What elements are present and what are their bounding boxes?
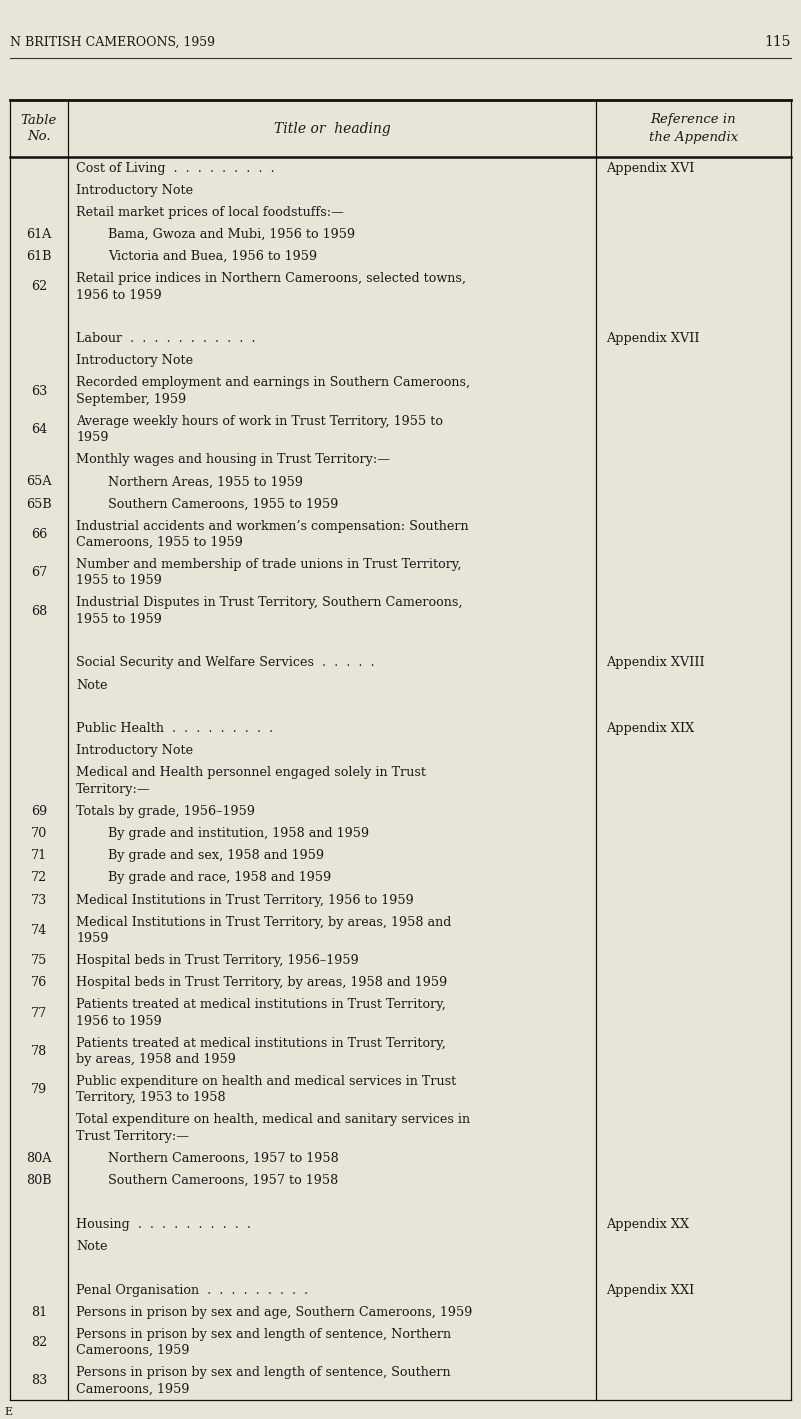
Text: Appendix XVII: Appendix XVII	[606, 332, 699, 345]
Text: Industrial accidents and workmen’s compensation: Southern
Cameroons, 1955 to 195: Industrial accidents and workmen’s compe…	[76, 519, 469, 549]
Text: Appendix XXI: Appendix XXI	[606, 1284, 694, 1297]
Text: Cost of Living  .  .  .  .  .  .  .  .  .: Cost of Living . . . . . . . . .	[76, 162, 275, 175]
Text: Appendix XVI: Appendix XVI	[606, 162, 694, 175]
Text: Penal Organisation  .  .  .  .  .  .  .  .  .: Penal Organisation . . . . . . . . .	[76, 1284, 308, 1297]
Text: Medical Institutions in Trust Territory, by areas, 1958 and
1959: Medical Institutions in Trust Territory,…	[76, 915, 452, 945]
Text: 69: 69	[31, 805, 47, 817]
Text: Note: Note	[76, 678, 107, 691]
Text: Note: Note	[76, 1240, 107, 1253]
Text: 71: 71	[31, 850, 47, 863]
Text: 76: 76	[31, 976, 47, 989]
Text: Persons in prison by sex and age, Southern Cameroons, 1959: Persons in prison by sex and age, Southe…	[76, 1305, 473, 1318]
Text: 73: 73	[31, 894, 47, 907]
Text: 70: 70	[31, 827, 47, 840]
Text: 72: 72	[31, 871, 47, 884]
Text: 64: 64	[31, 423, 47, 436]
Text: 83: 83	[31, 1375, 47, 1388]
Text: 63: 63	[31, 385, 47, 397]
Text: Southern Cameroons, 1957 to 1958: Southern Cameroons, 1957 to 1958	[108, 1174, 338, 1186]
Text: Northern Areas, 1955 to 1959: Northern Areas, 1955 to 1959	[108, 475, 303, 488]
Text: Number and membership of trade unions in Trust Territory,
1955 to 1959: Number and membership of trade unions in…	[76, 558, 461, 587]
Text: Labour  .  .  .  .  .  .  .  .  .  .  .: Labour . . . . . . . . . . .	[76, 332, 256, 345]
Text: Recorded employment and earnings in Southern Cameroons,
September, 1959: Recorded employment and earnings in Sout…	[76, 376, 470, 406]
Text: 62: 62	[31, 281, 47, 294]
Text: By grade and race, 1958 and 1959: By grade and race, 1958 and 1959	[108, 871, 332, 884]
Text: By grade and institution, 1958 and 1959: By grade and institution, 1958 and 1959	[108, 827, 369, 840]
Text: Average weekly hours of work in Trust Territory, 1955 to
1959: Average weekly hours of work in Trust Te…	[76, 414, 443, 444]
Text: 66: 66	[31, 528, 47, 541]
Text: Hospital beds in Trust Territory, by areas, 1958 and 1959: Hospital beds in Trust Territory, by are…	[76, 976, 447, 989]
Text: 81: 81	[31, 1305, 47, 1318]
Text: By grade and sex, 1958 and 1959: By grade and sex, 1958 and 1959	[108, 850, 324, 863]
Text: Public expenditure on health and medical services in Trust
Territory, 1953 to 19: Public expenditure on health and medical…	[76, 1076, 457, 1104]
Text: 74: 74	[31, 924, 47, 937]
Text: 82: 82	[31, 1337, 47, 1349]
Text: Appendix XIX: Appendix XIX	[606, 722, 694, 735]
Text: Reference in
the Appendix: Reference in the Appendix	[649, 114, 739, 143]
Text: Hospital beds in Trust Territory, 1956–1959: Hospital beds in Trust Territory, 1956–1…	[76, 954, 359, 968]
Text: 75: 75	[30, 954, 47, 968]
Text: Monthly wages and housing in Trust Territory:—: Monthly wages and housing in Trust Terri…	[76, 453, 390, 467]
Text: Northern Cameroons, 1957 to 1958: Northern Cameroons, 1957 to 1958	[108, 1152, 339, 1165]
Text: Persons in prison by sex and length of sentence, Southern
Cameroons, 1959: Persons in prison by sex and length of s…	[76, 1366, 451, 1395]
Text: Retail market prices of local foodstuffs:—: Retail market prices of local foodstuffs…	[76, 206, 344, 219]
Text: Title or  heading: Title or heading	[274, 122, 390, 135]
Text: Medical and Health personnel engaged solely in Trust
Territory:—: Medical and Health personnel engaged sol…	[76, 766, 426, 796]
Text: 78: 78	[31, 1044, 47, 1057]
Text: Retail price indices in Northern Cameroons, selected towns,
1956 to 1959: Retail price indices in Northern Cameroo…	[76, 272, 466, 302]
Text: 68: 68	[31, 604, 47, 617]
Text: Public Health  .  .  .  .  .  .  .  .  .: Public Health . . . . . . . . .	[76, 722, 273, 735]
Text: 77: 77	[31, 1006, 47, 1019]
Text: Introductory Note: Introductory Note	[76, 355, 193, 368]
Text: Introductory Note: Introductory Note	[76, 745, 193, 758]
Text: 80B: 80B	[26, 1174, 52, 1186]
Text: Table
No.: Table No.	[21, 114, 57, 143]
Text: E: E	[4, 1408, 12, 1418]
Text: 65B: 65B	[26, 498, 52, 511]
Text: Persons in prison by sex and length of sentence, Northern
Cameroons, 1959: Persons in prison by sex and length of s…	[76, 1328, 451, 1357]
Text: 61B: 61B	[26, 250, 52, 264]
Text: Medical Institutions in Trust Territory, 1956 to 1959: Medical Institutions in Trust Territory,…	[76, 894, 414, 907]
Text: Total expenditure on health, medical and sanitary services in
Trust Territory:—: Total expenditure on health, medical and…	[76, 1114, 470, 1142]
Text: Housing  .  .  .  .  .  .  .  .  .  .: Housing . . . . . . . . . .	[76, 1218, 251, 1230]
Text: Social Security and Welfare Services  .  .  .  .  .: Social Security and Welfare Services . .…	[76, 657, 375, 670]
Text: Appendix XX: Appendix XX	[606, 1218, 689, 1230]
Text: N BRITISH CAMEROONS, 1959: N BRITISH CAMEROONS, 1959	[10, 35, 215, 48]
Text: Appendix XVIII: Appendix XVIII	[606, 657, 705, 670]
Text: 80A: 80A	[26, 1152, 52, 1165]
Text: Totals by grade, 1956–1959: Totals by grade, 1956–1959	[76, 805, 255, 817]
Text: Bama, Gwoza and Mubi, 1956 to 1959: Bama, Gwoza and Mubi, 1956 to 1959	[108, 228, 355, 241]
Text: Patients treated at medical institutions in Trust Territory,
by areas, 1958 and : Patients treated at medical institutions…	[76, 1037, 446, 1066]
Text: Introductory Note: Introductory Note	[76, 183, 193, 197]
Text: Patients treated at medical institutions in Trust Territory,
1956 to 1959: Patients treated at medical institutions…	[76, 999, 446, 1027]
Text: 67: 67	[31, 566, 47, 579]
Text: Industrial Disputes in Trust Territory, Southern Cameroons,
1955 to 1959: Industrial Disputes in Trust Territory, …	[76, 596, 462, 626]
Text: 61A: 61A	[26, 228, 52, 241]
Text: 65A: 65A	[26, 475, 52, 488]
Text: Southern Cameroons, 1955 to 1959: Southern Cameroons, 1955 to 1959	[108, 498, 338, 511]
Text: 115: 115	[764, 35, 791, 50]
Text: 79: 79	[31, 1083, 47, 1097]
Text: Victoria and Buea, 1956 to 1959: Victoria and Buea, 1956 to 1959	[108, 250, 317, 264]
